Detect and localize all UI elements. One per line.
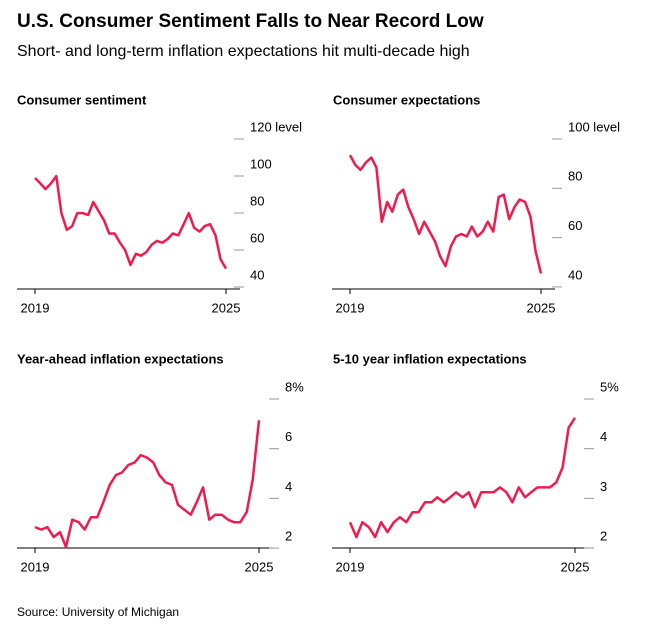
y-tick-label: 5% bbox=[600, 379, 619, 394]
y-tick-label: 2 bbox=[285, 529, 292, 544]
chart-title: Consumer expectations bbox=[333, 92, 480, 107]
x-tick-label: 2025 bbox=[245, 559, 274, 574]
y-tick-label: 3 bbox=[600, 479, 607, 494]
x-tick-label: 2025 bbox=[212, 300, 241, 315]
source: Source: University of Michigan bbox=[17, 605, 179, 619]
y-tick-label: 4 bbox=[600, 429, 607, 444]
chart-title: 5-10 year inflation expectations bbox=[333, 351, 527, 366]
x-tick-label: 2019 bbox=[336, 300, 365, 315]
y-tick-label: 8% bbox=[285, 379, 304, 394]
y-tick-label: 6 bbox=[285, 429, 292, 444]
line bbox=[348, 154, 543, 274]
chart-title: Year-ahead inflation expectations bbox=[17, 351, 224, 366]
line bbox=[34, 174, 228, 270]
x-tick-label: 2019 bbox=[336, 559, 365, 574]
y-tick-label: 40 bbox=[250, 267, 264, 282]
y-tick-label: 40 bbox=[568, 267, 582, 282]
y-tick-label: 100 bbox=[250, 156, 272, 171]
y-tick-label: 60 bbox=[250, 230, 264, 245]
chart-title: Consumer sentiment bbox=[17, 92, 147, 107]
y-tick-label: 80 bbox=[568, 169, 582, 184]
y-tick-label: 2 bbox=[600, 529, 607, 544]
x-tick-label: 2019 bbox=[21, 300, 50, 315]
page-title: U.S. Consumer Sentiment Falls to Near Re… bbox=[17, 11, 484, 32]
x-tick-label: 2025 bbox=[561, 559, 590, 574]
line bbox=[348, 417, 577, 539]
x-tick-label: 2025 bbox=[527, 300, 556, 315]
y-tick-label: 60 bbox=[568, 218, 582, 233]
line bbox=[34, 420, 261, 549]
x-tick-label: 2019 bbox=[21, 559, 50, 574]
y-tick-label: 120 level bbox=[250, 119, 302, 134]
y-tick-label: 4 bbox=[285, 479, 292, 494]
page-subtitle: Short- and long-term inflation expectati… bbox=[17, 43, 470, 60]
y-tick-label: 80 bbox=[250, 193, 264, 208]
y-tick-label: 100 level bbox=[568, 119, 620, 134]
